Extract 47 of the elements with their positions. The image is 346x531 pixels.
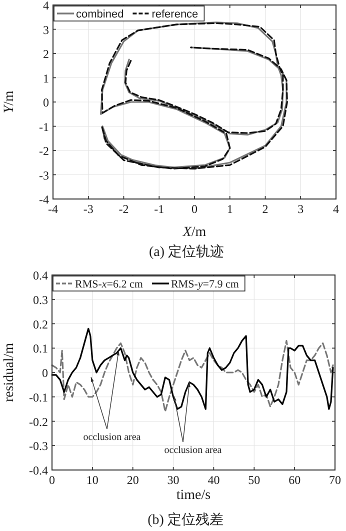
y-axis-title: residual/m: [2, 342, 17, 402]
x-tick-label: 40: [208, 473, 220, 487]
y-tick-label: 0.2: [33, 317, 48, 332]
x-tick-label: 0: [192, 202, 198, 216]
y-tick-label: 0.3: [33, 292, 48, 307]
y-tick-label: 0: [42, 366, 48, 380]
x-tick-label: 1: [226, 202, 233, 216]
x-tick-label: 70: [329, 473, 341, 487]
x-tick-label: -1: [154, 202, 164, 216]
text: (a) 定位轨迹: [148, 244, 224, 260]
line-series: [51, 340, 334, 412]
legend-label: combined: [76, 8, 124, 20]
y-tick-label: -0.1: [29, 390, 48, 404]
y-tick-label: -3: [39, 168, 49, 182]
y-tick-label: -4: [39, 192, 49, 206]
x-tick-label: 20: [126, 473, 139, 487]
y-tick-label: -0.2: [29, 414, 48, 429]
x-tick-label: 4: [333, 202, 339, 216]
annotation: occlusion area: [83, 432, 142, 443]
y-tick-label: 3: [43, 22, 49, 37]
x-tick-label: 60: [288, 473, 301, 487]
x-tick-label: 10: [86, 473, 98, 487]
x-tick-label: -2: [118, 202, 129, 216]
legend-label: RMS-y=7.9 cm: [170, 278, 240, 290]
legend-label: RMS-x=6.2 cm: [75, 278, 144, 290]
y-tick-label: -0.4: [29, 464, 48, 478]
y-tick-label: -0.3: [29, 439, 48, 454]
text: (b) 定位残差: [148, 512, 224, 528]
line-series: [51, 328, 334, 410]
y-tick-label: 0.4: [33, 268, 48, 282]
y-tick-label: 1: [43, 71, 49, 86]
y-axis-title: Y/m: [2, 90, 17, 114]
x-tick-label: -3: [83, 202, 94, 216]
y-tick-label: -2: [39, 144, 49, 158]
y-tick-label: 0.1: [33, 342, 48, 356]
x-tick-label: 30: [167, 473, 180, 487]
annotation: occlusion area: [164, 445, 222, 456]
x-tick-label: 50: [248, 473, 260, 487]
x-tick-label: 2: [262, 202, 268, 216]
legend-label: reference: [152, 8, 198, 20]
y-tick-label: 2: [43, 47, 49, 61]
x-tick-label: 3: [298, 202, 304, 216]
x-axis-title: X/m: [182, 225, 206, 240]
x-axis-title: time/s: [176, 488, 211, 503]
y-tick-label: -1: [39, 120, 49, 134]
y-tick-label: 0: [43, 96, 49, 110]
y-tick-label: 4: [43, 0, 49, 12]
